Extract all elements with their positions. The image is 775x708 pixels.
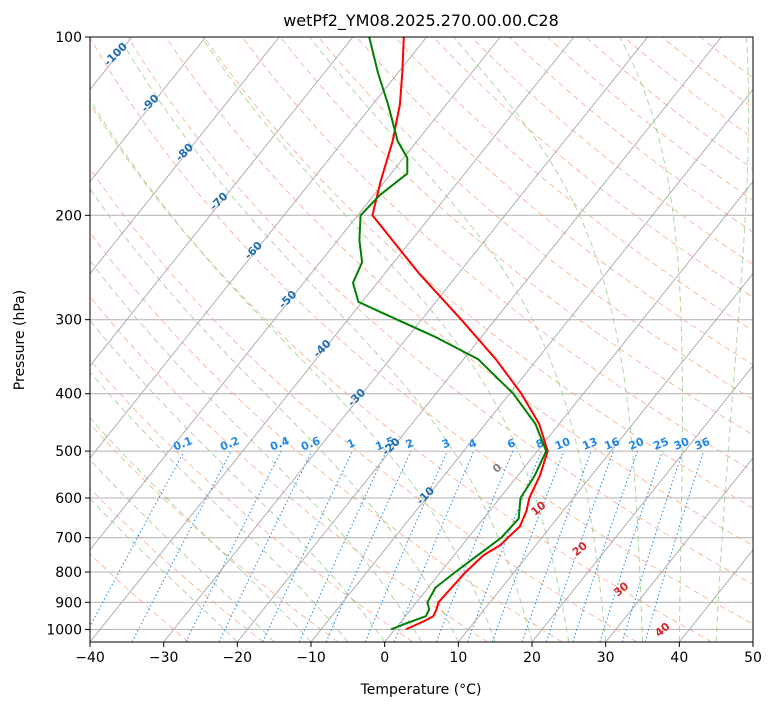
- x-tick-label: −10: [296, 650, 326, 666]
- y-tick-label: 300: [55, 313, 82, 329]
- x-tick-label: 40: [670, 650, 688, 666]
- dry-adiabat-line: [127, 37, 753, 586]
- x-tick-label: 50: [744, 650, 762, 666]
- mixing-ratio-label: 30: [672, 435, 691, 453]
- isotherm-line: [90, 37, 575, 642]
- dry-adiabat-line: [90, 231, 563, 642]
- dry-adiabat-line: [90, 295, 488, 642]
- isotherm-line: [90, 37, 428, 459]
- moist-adiabat-line: [90, 98, 496, 642]
- y-axis-label: Pressure (hPa): [12, 290, 28, 390]
- mixing-ratio-label: 1: [345, 436, 357, 451]
- y-tick-label: 700: [55, 531, 82, 547]
- mixing-ratio-line: [521, 450, 592, 642]
- moist-adiabat-line: [90, 259, 422, 642]
- y-tick-label: 800: [55, 565, 82, 581]
- moist-adiabat-line: [619, 37, 683, 642]
- isotherm-line: [90, 37, 280, 275]
- dry-adiabat-line: [356, 37, 753, 366]
- moist-adiabats: [90, 37, 753, 642]
- dewpoint-profile-line: [352, 37, 548, 631]
- moist-adiabat-line: [453, 37, 643, 642]
- mixing-ratio-label: 16: [603, 435, 622, 453]
- mixing-ratio-line: [621, 450, 684, 642]
- dry-adiabat-line: [90, 167, 638, 642]
- y-tick-label: 500: [55, 444, 82, 460]
- moist-adiabat-line: [90, 498, 238, 642]
- x-axis-ticks: −40 −30 −20 −10 0 10 20 30 40 50: [75, 642, 762, 666]
- mixing-ratio-line: [435, 450, 514, 642]
- isotherm-line: [384, 180, 753, 642]
- dry-adiabat-line: [90, 553, 190, 642]
- x-tick-label: −30: [149, 650, 179, 666]
- moist-adiabat-line: [90, 319, 386, 642]
- y-tick-label: 400: [55, 387, 82, 403]
- y-tick-label: 100: [55, 30, 82, 46]
- y-tick-label: 900: [55, 595, 82, 611]
- mixing-ratio-label: 10: [553, 435, 572, 453]
- dry-adiabat-line: [90, 37, 753, 625]
- mixing-ratio-label: 8: [534, 436, 546, 451]
- mixing-ratio-label: 25: [652, 435, 671, 453]
- isotherm-line: [457, 272, 753, 642]
- mixing-ratio-line: [491, 450, 565, 642]
- moist-adiabat-line: [90, 459, 275, 642]
- chart-title: wetPf2_YM08.2025.270.00.00.C28: [283, 11, 559, 31]
- temperature-profile-line: [371, 37, 549, 631]
- isotherm-line: [90, 37, 501, 551]
- isotherm-line: [90, 37, 354, 367]
- moist-adiabat-line: [715, 37, 750, 642]
- mixing-ratio-line: [90, 450, 185, 628]
- x-tick-label: 30: [597, 650, 615, 666]
- mixing-ratio-line: [325, 450, 412, 642]
- isotherm-line: [605, 457, 753, 642]
- plot-frame: [89, 36, 754, 643]
- mixing-ratio-label: 13: [580, 435, 599, 453]
- mixing-ratio-label: 20: [627, 435, 646, 453]
- x-tick-label: 20: [523, 650, 541, 666]
- dry-adiabat-line: [394, 37, 753, 332]
- dry-adiabat-line: [90, 103, 712, 642]
- isotherm-line: [531, 365, 753, 642]
- x-tick-label: −40: [75, 650, 105, 666]
- x-tick-label: 10: [449, 650, 467, 666]
- dry-adiabat-line: [203, 37, 753, 509]
- mixing-ratio-line: [364, 450, 448, 642]
- mixing-ratio-label: 36: [693, 435, 712, 453]
- mixing-ratio-label: 3: [440, 436, 452, 451]
- y-tick-label: 600: [55, 491, 82, 507]
- dry-adiabat-line: [165, 37, 753, 547]
- moist-adiabat-line: [201, 37, 570, 642]
- y-tick-label: 1000: [46, 622, 82, 638]
- dry-adiabat-line: [318, 37, 753, 401]
- mixing-ratio-line: [467, 450, 542, 642]
- moist-adiabat-line: [309, 37, 607, 642]
- dry-adiabat-line: [90, 423, 339, 642]
- x-tick-label: −20: [223, 650, 253, 666]
- y-axis-ticks: 100 200 300 400 500 600 700 800 900 1000: [46, 30, 90, 638]
- mixing-ratio-line: [572, 450, 639, 642]
- mixing-ratio-label: 2: [404, 436, 416, 451]
- profile-series: [352, 37, 549, 631]
- mixing-ratio-line: [185, 450, 282, 642]
- isotherm-line: [90, 37, 207, 183]
- y-tick-label: 200: [55, 208, 82, 224]
- x-axis-label: Temperature (°C): [360, 682, 482, 698]
- mixing-ratio-line: [599, 450, 663, 642]
- isotherm-line: [310, 88, 753, 642]
- mixing-ratio-lines: [90, 450, 705, 642]
- mixing-ratio-line: [545, 450, 614, 642]
- moist-adiabat-line: [118, 37, 533, 642]
- isotherm-line: [163, 37, 649, 642]
- moist-adiabat-line: [90, 187, 459, 642]
- x-tick-label: 0: [380, 650, 389, 666]
- moist-adiabat-line: [90, 371, 349, 642]
